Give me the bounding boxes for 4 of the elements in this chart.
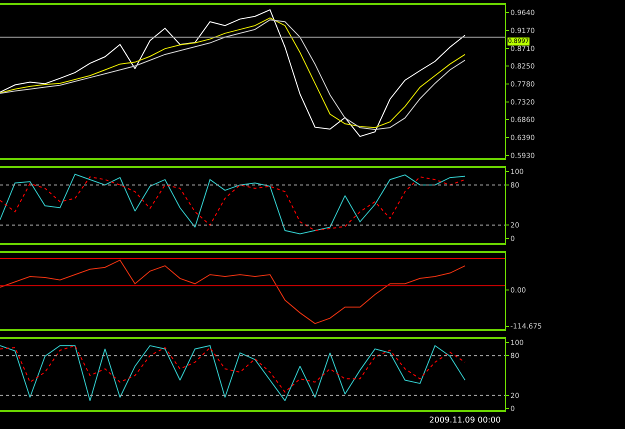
x-tick-label: 2009.11.09 00:00 (429, 416, 501, 425)
line-series (0, 345, 466, 393)
line-series (0, 345, 466, 402)
line-series (0, 260, 466, 324)
